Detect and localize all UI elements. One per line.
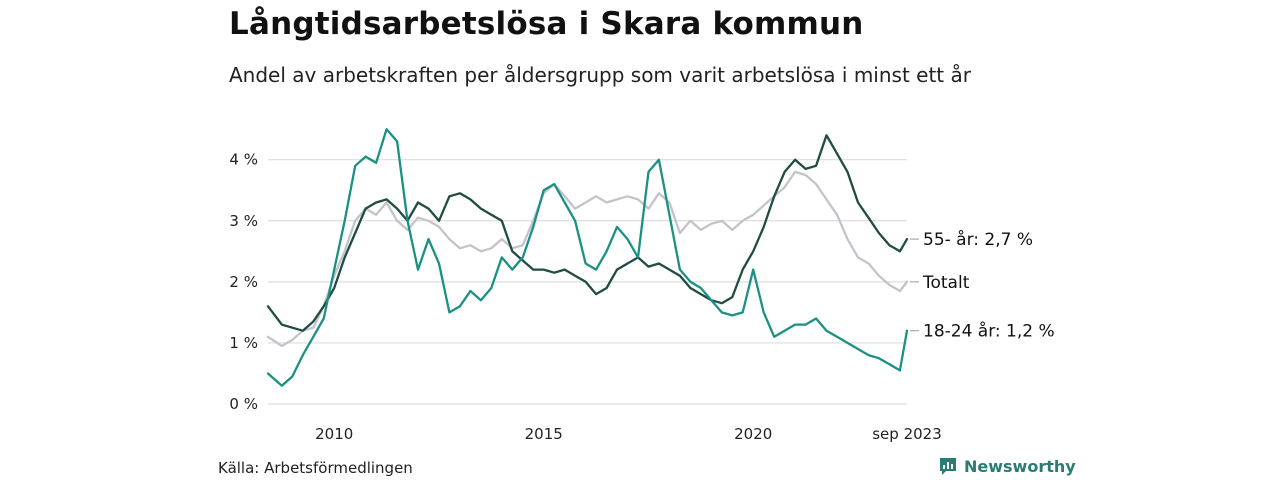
chart-title: Långtidsarbetslösa i Skara kommun <box>229 6 864 42</box>
x-tick-label: 2015 <box>525 425 563 443</box>
end-label-18-24-r: 18-24 år: 1,2 % <box>923 321 1055 342</box>
series-line-18-24-r <box>266 128 909 387</box>
series-lines <box>266 128 909 387</box>
y-tick-label: 4 % <box>229 151 258 169</box>
series-line-totalt <box>266 170 909 348</box>
x-tick-label: sep 2023 <box>872 425 942 443</box>
x-tick-label: 2020 <box>734 425 772 443</box>
brand-logo: Newsworthy <box>938 456 1076 476</box>
y-tick-label: 2 % <box>229 273 258 291</box>
chart-subtitle: Andel av arbetskraften per åldersgrupp s… <box>229 63 971 87</box>
x-tick-label: 2010 <box>315 425 353 443</box>
y-tick-label: 0 % <box>229 395 258 413</box>
y-tick-label: 1 % <box>229 334 258 352</box>
y-tick-label: 3 % <box>229 212 258 230</box>
y-axis-ticks: 0 % 1 % 2 % 3 % 4 % <box>229 151 258 413</box>
grid-lines <box>268 159 907 405</box>
series-end-labels: Totalt 55- år: 2,7 % 18-24 år: 1,2 % <box>910 229 1055 342</box>
series-line-55-r <box>266 134 909 332</box>
newsworthy-icon <box>940 458 956 475</box>
brand-name: Newsworthy <box>964 456 1076 476</box>
x-axis-ticks: 2010 2015 2020 sep 2023 <box>315 425 942 443</box>
source-note: Källa: Arbetsförmedlingen <box>218 459 413 477</box>
end-label-totalt: Totalt <box>922 273 970 293</box>
end-label-55-r: 55- år: 2,7 % <box>923 229 1033 250</box>
